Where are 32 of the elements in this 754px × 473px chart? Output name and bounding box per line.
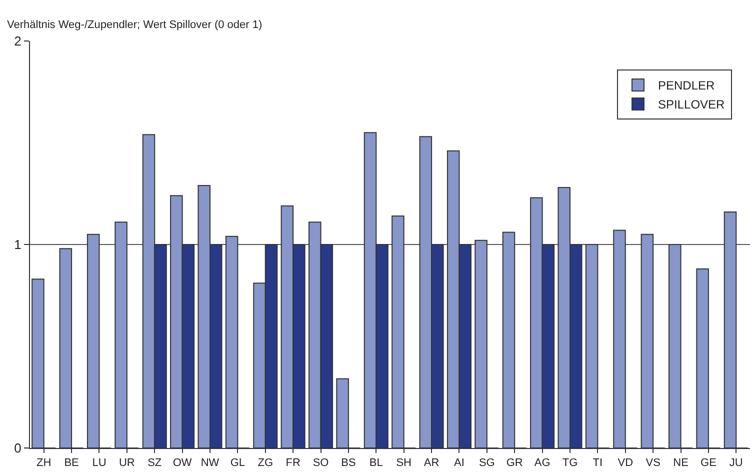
x-tick-label: TI xyxy=(592,457,603,470)
x-tick-label: AR xyxy=(424,457,440,470)
x-tick-label: ZH xyxy=(36,457,52,470)
x-tick-label: SH xyxy=(396,457,412,470)
x-tick-label: AI xyxy=(454,457,464,470)
x-tick-label: VS xyxy=(646,457,660,470)
y-tick-label: 0 xyxy=(14,440,22,456)
x-tick-label: UR xyxy=(118,457,135,470)
y-tick-label: 2 xyxy=(14,34,22,49)
legend-label: PENDLER xyxy=(658,78,716,93)
y-tick-label: 1 xyxy=(14,237,22,252)
x-tick-label: GL xyxy=(230,457,246,470)
x-tick-label: GE xyxy=(700,457,716,470)
x-tick-label: BL xyxy=(369,457,383,470)
x-tick-label: SZ xyxy=(148,457,162,470)
x-tick-label: ZG xyxy=(258,457,274,470)
x-tick-label: VD xyxy=(618,457,634,470)
x-tick-label: FR xyxy=(286,457,300,470)
x-tick-label: NE xyxy=(673,457,688,470)
y-axis-title: Verhältnis Weg-/Zupendler; Wert Spillover (0 oder 1) xyxy=(7,19,262,31)
x-tick-label: OW xyxy=(172,457,192,470)
x-tick-label: LU xyxy=(92,457,106,470)
x-tick-label: JU xyxy=(729,457,743,470)
legend-label: SPILLOVER xyxy=(658,98,726,112)
x-tick-label: SG xyxy=(478,457,495,470)
x-tick-label: SO xyxy=(312,457,330,470)
x-tick-label: AG xyxy=(534,457,550,470)
x-tick-label: GR xyxy=(506,457,523,470)
x-tick-label: NW xyxy=(200,457,220,470)
x-tick-label: BS xyxy=(341,457,356,470)
x-tick-label: BE xyxy=(64,457,79,470)
x-tick-label: TG xyxy=(562,457,578,470)
